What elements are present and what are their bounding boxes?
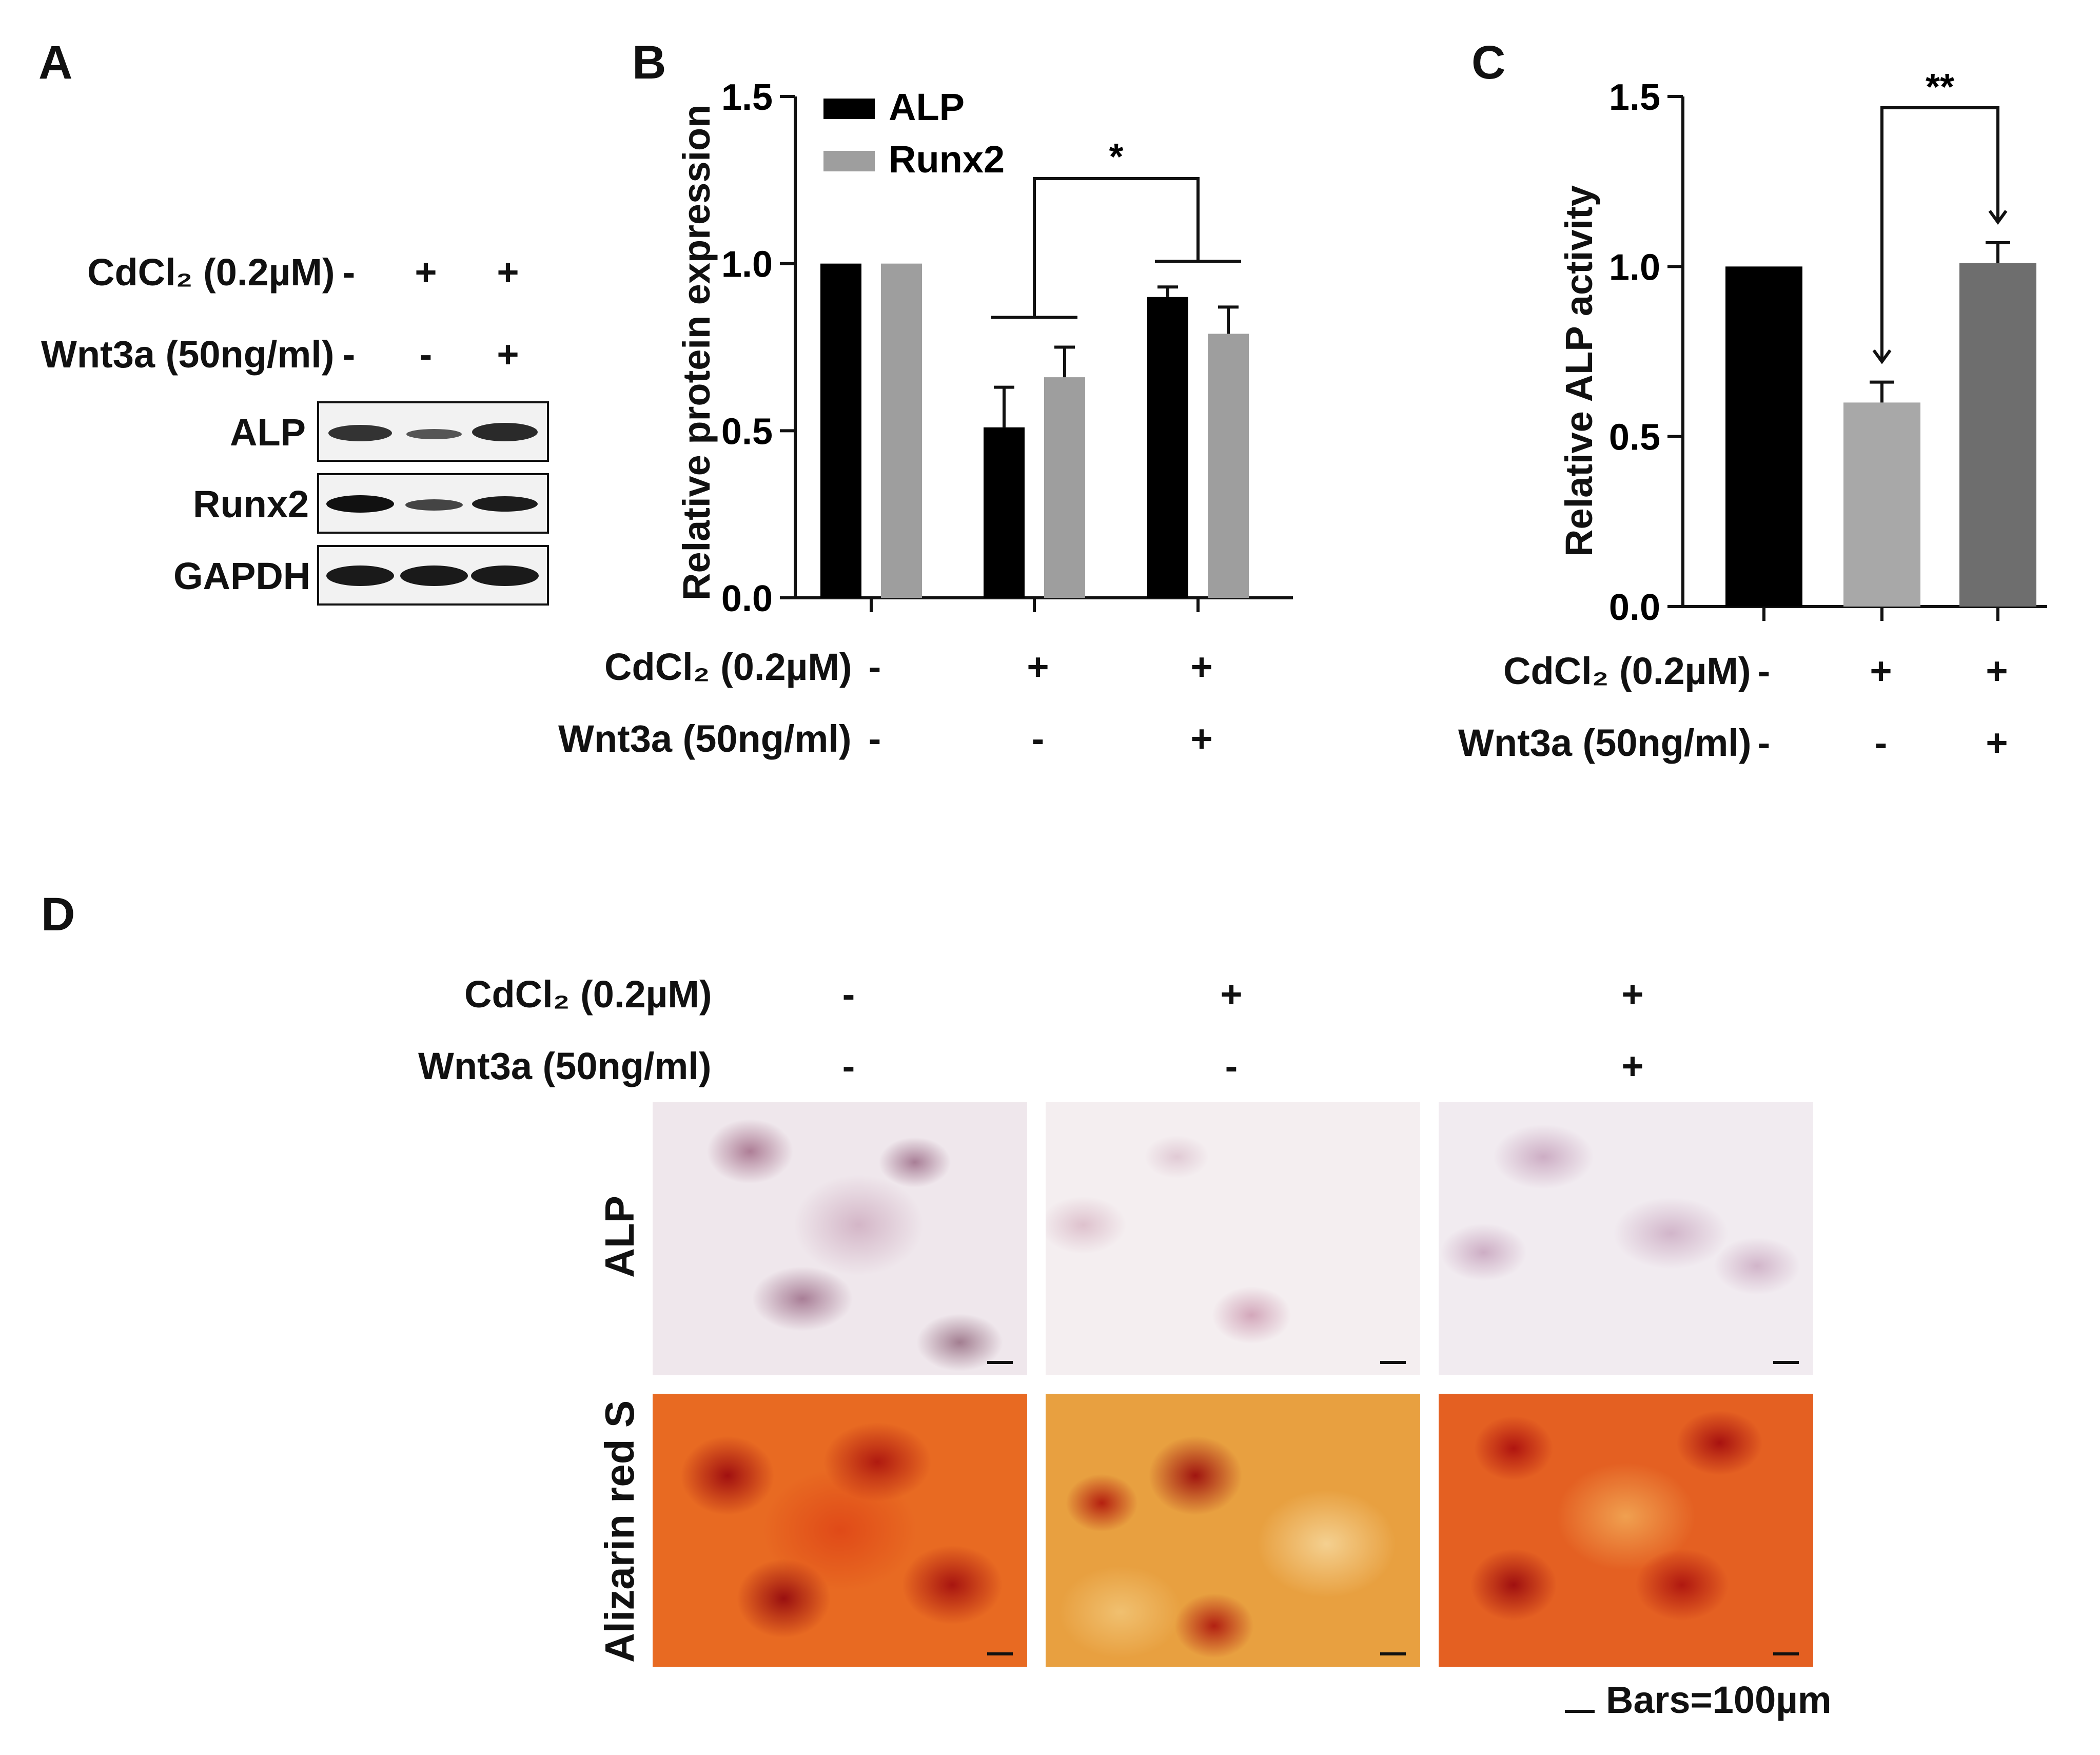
panel-a-wnt3a-sign: - (342, 333, 356, 376)
significance-label: * (1109, 136, 1123, 178)
blot-bands-gapdh (326, 566, 539, 586)
alp-stain-image-cdcl2 (1046, 1102, 1420, 1375)
y-tick-label: 1.0 (1609, 247, 1660, 288)
bar (1725, 266, 1802, 607)
legend-swatch-alp (823, 99, 875, 119)
y-tick-label: 1.0 (721, 244, 773, 285)
legend-swatch-runx2 (823, 151, 875, 171)
bar (1959, 263, 2036, 607)
blot-label-gapdh: GAPDH (173, 555, 311, 597)
scale-bar-legend-label: Bars=100µm (1606, 1679, 1832, 1721)
panel-d-wnt3a-sign: - (1225, 1045, 1238, 1087)
panel-c-wnt3a-sign: - (1874, 722, 1888, 764)
panel-c-cdcl2-sign: + (1870, 650, 1892, 692)
bar-runx2 (881, 263, 922, 598)
panel-b-wnt3a-label: Wnt3a (50ng/ml) (558, 717, 852, 760)
panel-a-letter: A (38, 36, 73, 89)
western-blot-gapdh (317, 545, 549, 606)
chart-b-plot: 0.0 0.5 1.0 1.5 ALP Runx2 * (721, 77, 1293, 619)
scale-bar (987, 1652, 1013, 1655)
panel-a-cdcl2-label: CdCl₂ (0.2µM) (87, 251, 335, 294)
panel-d-letter: D (41, 888, 75, 941)
alizarin-stain-image-control (653, 1394, 1027, 1667)
significance-label: ** (1926, 72, 1954, 108)
panel-d-wnt3a-label: Wnt3a (50ng/ml) (418, 1045, 712, 1087)
bar-alp (820, 263, 861, 598)
y-tick-label: 1.5 (1609, 77, 1660, 118)
y-tick-label: 1.5 (721, 77, 773, 118)
scale-bar (987, 1361, 1013, 1364)
panel-d-cdcl2-label: CdCl₂ (0.2µM) (464, 973, 712, 1016)
panel-d-wnt3a-sign: + (1621, 1045, 1644, 1087)
bar-runx2 (1208, 334, 1249, 598)
bar-alp (1147, 297, 1188, 598)
panel-a-wnt3a-sign: + (497, 333, 519, 376)
panel-b-wnt3a-sign: + (1190, 717, 1213, 760)
scale-bar (1380, 1361, 1406, 1364)
chart-c-plot: 0.0 0.5 1.0 1.5 ** (1609, 72, 2047, 628)
panel-a-wnt3a-sign: - (419, 333, 433, 376)
micrograph-row-label-alizarin: Alizarin red S (597, 1400, 642, 1663)
panel-b-cdcl2-label: CdCl₂ (0.2µM) (604, 646, 852, 688)
significance-bracket (1033, 177, 1200, 318)
panel-b-cdcl2-sign: + (1190, 646, 1213, 688)
panel-b-letter: B (632, 36, 666, 89)
panel-c-cdcl2-label: CdCl₂ (0.2µM) (1503, 650, 1751, 692)
blot-bands-runx2 (326, 495, 538, 513)
significance-arrowhead (1872, 349, 1892, 364)
panel-d-wnt3a-sign: - (842, 1045, 855, 1087)
y-tick-label: 0.0 (721, 578, 773, 619)
bar (1843, 402, 1920, 607)
bar-alp (984, 427, 1025, 598)
legend-label-runx2: Runx2 (889, 138, 1005, 181)
alp-stain-image-control (653, 1102, 1027, 1375)
panel-c-cdcl2-sign: - (1757, 650, 1771, 692)
alp-stain-image-cdcl2-wnt3a (1439, 1102, 1813, 1375)
panel-c-letter: C (1471, 36, 1506, 89)
panel-a-cdcl2-sign: - (342, 251, 356, 294)
panel-b-cdcl2-sign: + (1027, 646, 1049, 688)
bar-runx2 (1044, 377, 1085, 598)
legend-label-alp: ALP (889, 86, 965, 128)
scale-bar-legend-line (1565, 1710, 1595, 1713)
panel-a-cdcl2-sign: + (415, 251, 437, 294)
panel-a-wnt3a-label: Wnt3a (50ng/ml) (41, 333, 335, 376)
western-blot-runx2 (317, 473, 549, 534)
scale-bar (1773, 1652, 1799, 1655)
panel-b-cdcl2-sign: - (868, 646, 881, 688)
panel-c-wnt3a-sign: - (1757, 722, 1771, 764)
scale-bar (1773, 1361, 1799, 1364)
panel-c-wnt3a-sign: + (1986, 722, 2008, 764)
western-blot-alp (317, 401, 549, 462)
blot-label-alp: ALP (230, 411, 306, 454)
panel-d-cdcl2-sign: - (842, 973, 855, 1016)
significance-arrowhead (1988, 210, 2008, 225)
panel-b-wnt3a-sign: - (868, 717, 881, 760)
y-tick-label: 0.5 (1609, 417, 1660, 458)
blot-label-runx2: Runx2 (193, 483, 309, 525)
significance-bracket (1880, 106, 1999, 362)
blot-bands-alp (328, 423, 538, 441)
panel-c-wnt3a-label: Wnt3a (50ng/ml) (1458, 722, 1752, 764)
panel-d-cdcl2-sign: + (1621, 973, 1644, 1016)
y-tick-label: 0.0 (1609, 587, 1660, 628)
panel-c-cdcl2-sign: + (1986, 650, 2008, 692)
y-tick-label: 0.5 (721, 411, 773, 452)
alizarin-stain-image-cdcl2 (1046, 1394, 1420, 1667)
alizarin-stain-image-cdcl2-wnt3a (1439, 1394, 1813, 1667)
scale-bar (1380, 1652, 1406, 1655)
micrograph-row-label-alp: ALP (597, 1196, 642, 1278)
panel-d-cdcl2-sign: + (1220, 973, 1243, 1016)
panel-a-cdcl2-sign: + (497, 251, 519, 294)
panel-b-wnt3a-sign: - (1031, 717, 1045, 760)
